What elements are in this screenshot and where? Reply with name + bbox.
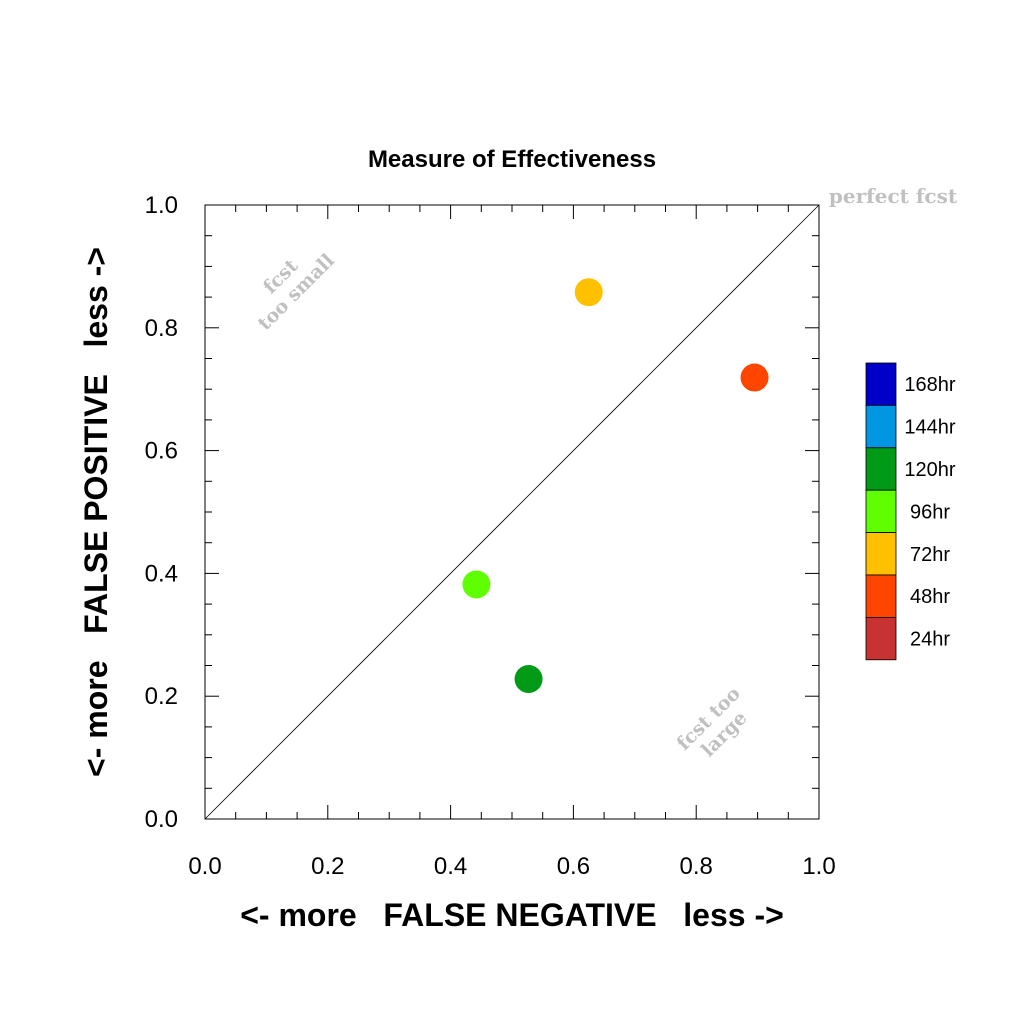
y-tick-label: 0.8 bbox=[145, 315, 178, 342]
y-axis-label: <- more FALSE POSITIVE less -> bbox=[78, 247, 114, 777]
legend-swatch-168hr bbox=[865, 362, 897, 406]
axis-ticks bbox=[204, 204, 820, 820]
x-tick-label: 0.4 bbox=[434, 853, 467, 880]
diagonal-line bbox=[204, 204, 820, 820]
chart-title: Measure of Effectiveness bbox=[368, 146, 656, 173]
x-tick-label: 0.0 bbox=[188, 853, 221, 880]
legend: 168hr 144hr 120hr 96hr 72hr 48hr 24hr bbox=[865, 362, 956, 661]
legend-label-24hr: 24hr bbox=[910, 629, 950, 651]
data-point-48hr bbox=[740, 363, 769, 392]
legend-swatch-96hr bbox=[865, 489, 897, 534]
x-tick-label: 1.0 bbox=[802, 853, 835, 880]
legend-label-48hr: 48hr bbox=[910, 586, 950, 608]
legend-label-120hr: 120hr bbox=[904, 459, 955, 481]
legend-label-72hr: 72hr bbox=[910, 544, 950, 566]
legend-label-144hr: 144hr bbox=[904, 417, 955, 439]
data-points bbox=[462, 278, 769, 694]
data-point-120hr bbox=[514, 665, 543, 694]
data-point-96hr bbox=[462, 570, 491, 599]
y-tick-label: 0.2 bbox=[145, 683, 178, 710]
annotation-fcst-too-small: fcst too small bbox=[254, 250, 339, 335]
legend-swatch-24hr bbox=[865, 617, 897, 661]
x-axis-label: <- more FALSE NEGATIVE less -> bbox=[240, 897, 784, 933]
y-tick-label: 0.0 bbox=[145, 806, 178, 833]
annotation-perfect-fcst: perfect fcst bbox=[829, 184, 958, 208]
y-tick-labels: 0.0 0.2 0.4 0.6 0.8 1.0 bbox=[145, 192, 178, 833]
legend-swatch-72hr bbox=[865, 532, 897, 576]
x-tick-label: 0.6 bbox=[557, 853, 590, 880]
legend-swatch-120hr bbox=[865, 447, 897, 491]
y-tick-label: 0.4 bbox=[145, 560, 178, 587]
y-tick-label: 1.0 bbox=[145, 192, 178, 219]
x-tick-label: 0.2 bbox=[311, 853, 344, 880]
legend-label-168hr: 168hr bbox=[904, 374, 955, 396]
legend-swatch-48hr bbox=[865, 574, 897, 618]
data-point-72hr bbox=[574, 278, 603, 307]
x-tick-labels: 0.0 0.2 0.4 0.6 0.8 1.0 bbox=[188, 853, 835, 880]
annotation-fcst-too-large: fcst too large bbox=[673, 683, 752, 762]
x-tick-label: 0.8 bbox=[680, 853, 713, 880]
y-tick-label: 0.6 bbox=[145, 438, 178, 465]
annotation-too-small-line2: too small bbox=[254, 250, 339, 335]
legend-label-96hr: 96hr bbox=[910, 501, 950, 523]
legend-swatch-144hr bbox=[865, 404, 897, 449]
